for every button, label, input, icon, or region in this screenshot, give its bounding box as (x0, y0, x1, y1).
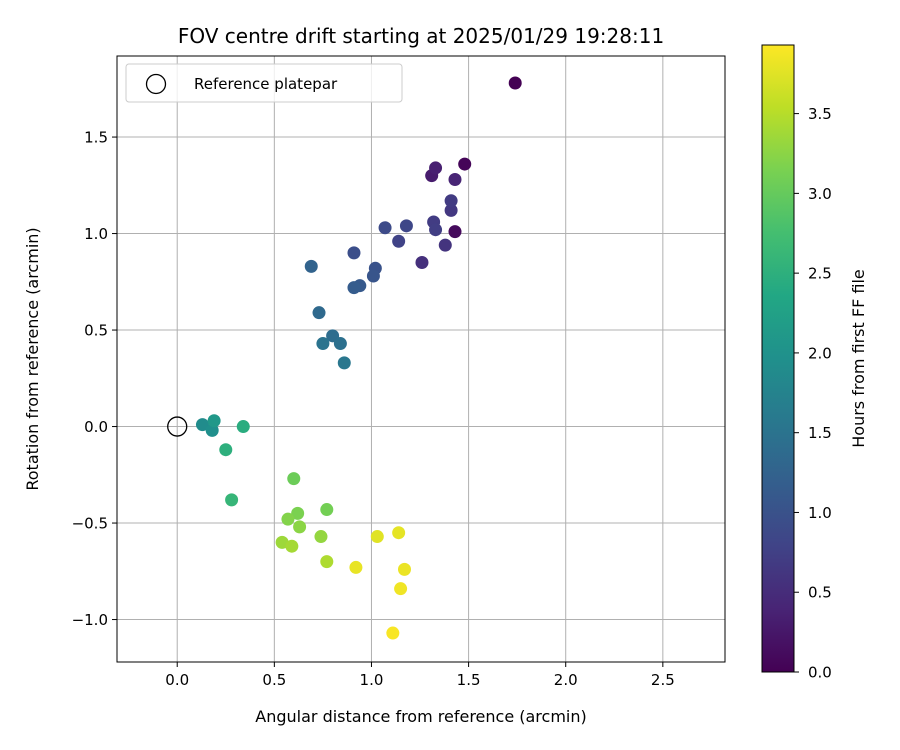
data-point-39 (285, 539, 299, 553)
data-point-14 (378, 221, 392, 235)
colorbar-tick-label-1: 0.5 (808, 584, 832, 602)
data-point-33 (320, 503, 334, 517)
x-tick-label-5: 2.5 (651, 671, 675, 689)
data-point-1 (458, 157, 472, 171)
reference-platepar-marker (167, 416, 188, 437)
data-point-6 (415, 256, 429, 270)
x-tick-label-3: 1.5 (457, 671, 481, 689)
data-point-23 (333, 337, 347, 351)
colorbar-ticks: 0.0 0.5 1.0 1.5 2.0 2.5 3.0 3.5 (794, 105, 832, 682)
colorbar: 0.0 0.5 1.0 1.5 2.0 2.5 3.0 3.5 Hours from firs… (761, 44, 868, 682)
data-point-20 (304, 259, 318, 273)
colorbar-gradient (761, 44, 795, 673)
data-point-31 (225, 493, 239, 507)
data-point-46 (386, 626, 400, 640)
data-point-7 (438, 238, 452, 252)
data-point-28 (207, 414, 221, 428)
data-point-37 (314, 530, 328, 544)
data-point-19 (347, 281, 361, 295)
colorbar-tick-label-0: 0.0 (808, 664, 832, 682)
x-tick-label-2: 1.0 (360, 671, 384, 689)
data-point-21 (312, 306, 326, 320)
colorbar-tick-label-2: 1.0 (808, 504, 832, 522)
plot-frame (116, 55, 726, 663)
y-tick-label-2: 0.0 (84, 418, 108, 436)
data-points (195, 76, 522, 640)
data-point-43 (349, 560, 363, 574)
y-axis-ticks: −1.0 −0.5 0.0 0.5 1.0 1.5 (72, 129, 117, 629)
data-point-45 (394, 582, 408, 596)
colorbar-tick-label-7: 3.5 (808, 105, 832, 123)
legend-box (125, 63, 403, 103)
x-axis-ticks: 0.0 0.5 1.0 1.5 2.0 2.5 (165, 662, 675, 689)
x-tick-label-4: 2.0 (554, 671, 578, 689)
data-point-8 (444, 203, 458, 217)
colorbar-tick-label-5: 2.5 (808, 265, 832, 283)
data-point-42 (392, 526, 406, 540)
colorbar-label: Hours from first FF file (849, 269, 868, 448)
x-tick-label-0: 0.0 (165, 671, 189, 689)
data-point-4 (429, 161, 443, 175)
y-tick-label-5: 1.5 (84, 129, 108, 147)
data-point-0 (508, 76, 522, 90)
y-tick-label-1: −0.5 (72, 515, 108, 533)
data-point-27 (205, 423, 219, 437)
colorbar-tick-label-3: 1.5 (808, 424, 832, 442)
y-tick-label-0: −1.0 (72, 611, 108, 629)
colorbar-tick-label-4: 2.0 (808, 344, 832, 362)
x-tick-label-1: 0.5 (262, 671, 286, 689)
legend-entry-reference-platepar: Reference platepar (194, 75, 338, 93)
data-point-34 (291, 506, 305, 520)
legend-marker (145, 73, 167, 95)
chart-title: FOV centre drift starting at 2025/01/29 … (178, 24, 664, 48)
y-tick-label-3: 0.5 (84, 322, 108, 340)
data-point-26 (195, 418, 209, 432)
data-point-2 (448, 225, 462, 239)
y-axis-label: Rotation from reference (arcmin) (23, 227, 42, 490)
data-point-32 (287, 472, 301, 486)
data-point-30 (219, 443, 233, 457)
data-point-35 (281, 512, 295, 526)
data-point-36 (293, 520, 307, 534)
data-point-25 (337, 356, 351, 370)
data-point-44 (397, 562, 411, 576)
data-point-5 (448, 173, 462, 187)
data-point-29 (236, 420, 250, 434)
data-point-15 (347, 246, 361, 260)
x-axis-label: Angular distance from reference (arcmin) (255, 707, 586, 726)
data-point-40 (320, 555, 334, 569)
legend: Reference platepar (125, 63, 403, 103)
grid (117, 56, 725, 662)
colorbar-tick-label-6: 3.0 (808, 185, 832, 203)
data-point-17 (366, 269, 380, 283)
data-point-41 (370, 530, 384, 544)
y-tick-label-4: 1.0 (84, 225, 108, 243)
data-point-12 (392, 234, 406, 248)
data-point-9 (444, 194, 458, 208)
reference-marker (167, 416, 188, 437)
data-point-13 (399, 219, 413, 233)
data-point-24 (316, 337, 330, 351)
data-point-11 (429, 223, 443, 237)
